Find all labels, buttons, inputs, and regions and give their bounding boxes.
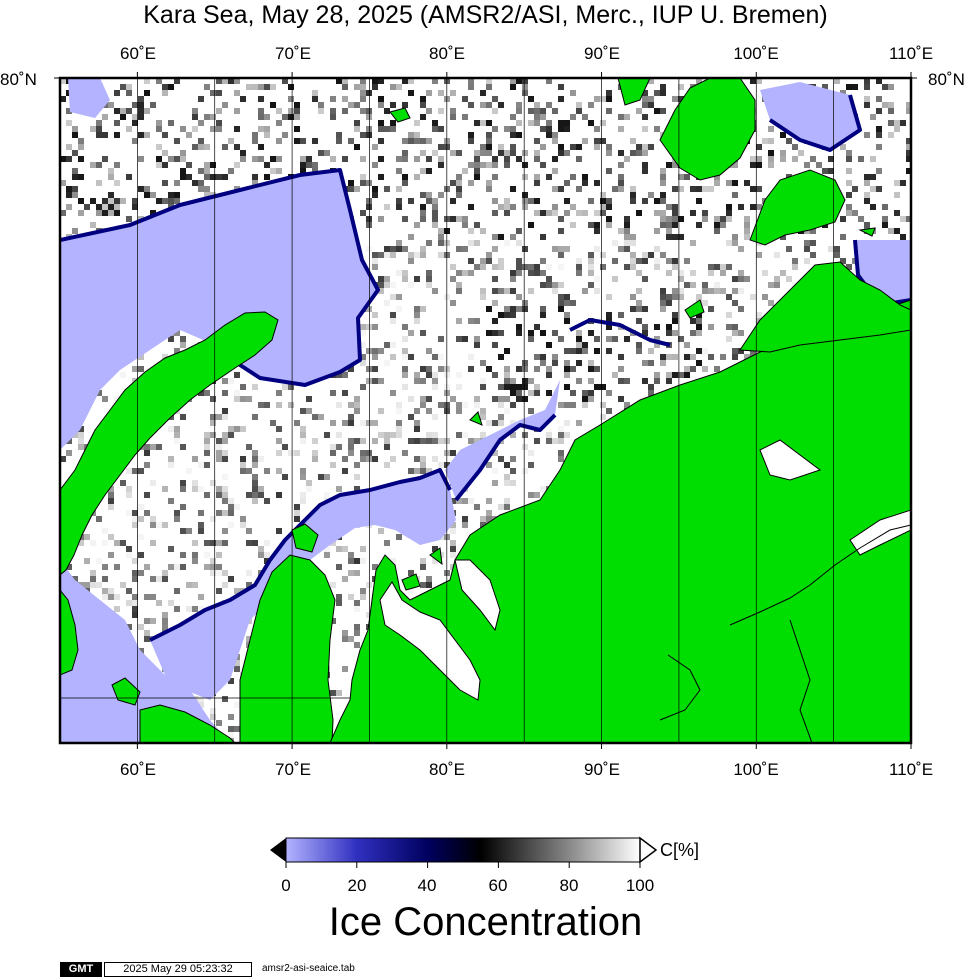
colorbar-gradient xyxy=(285,837,641,863)
top-lon-label-60: 60˚E xyxy=(120,44,156,63)
open-water-barents xyxy=(60,170,378,450)
colorbar-tick-20: 20 xyxy=(347,876,367,895)
colorbar-tick-60: 60 xyxy=(488,876,508,895)
novaya-zemlya-south xyxy=(60,589,79,676)
open-water-north-left xyxy=(68,78,110,118)
ice-edge-lines xyxy=(60,94,911,642)
small-island-e xyxy=(401,573,421,591)
bottom-lon-label-100: 100˚E xyxy=(733,760,779,779)
map-frame xyxy=(58,76,913,745)
small-island-d xyxy=(858,227,876,237)
gmt-logo: GMT xyxy=(60,962,102,977)
map-title: Kara Sea, May 28, 2025 (AMSR2/ASI, Merc.… xyxy=(143,1,828,29)
ob-gulf-coast xyxy=(454,559,501,632)
taymyr-lake xyxy=(759,439,822,481)
taymyr-north xyxy=(739,261,911,353)
bottom-lon-label-90: 90˚E xyxy=(584,760,620,779)
top-lon-label-70: 70˚E xyxy=(275,44,311,63)
frame-ticks xyxy=(54,72,917,749)
open-water-north-right xyxy=(760,82,860,150)
lat-label-right: 80˚N xyxy=(928,70,965,89)
timestamp: 2025 May 29 05:23:32 xyxy=(104,962,252,977)
mainland-ural xyxy=(139,704,236,743)
top-lon-label-100: 100˚E xyxy=(733,44,779,63)
colorbar-unit: C[%] xyxy=(660,840,700,860)
bely-island xyxy=(291,523,319,553)
yenisei-gulf xyxy=(379,581,481,701)
bottom-lon-label-80: 80˚E xyxy=(429,760,465,779)
severnaya-zemlya-north xyxy=(659,78,756,181)
small-island-b xyxy=(684,299,705,319)
small-island-c xyxy=(469,411,483,426)
colorbar-tick-40: 40 xyxy=(417,876,437,895)
severnaya-zemlya-south xyxy=(749,169,846,246)
schmidt-island xyxy=(617,78,651,106)
rivers xyxy=(659,524,911,743)
top-lon-label-80: 80˚E xyxy=(429,44,465,63)
colorbar-tick-100: 100 xyxy=(625,876,655,895)
data-file-name: amsr2-asi-seaice.tab xyxy=(262,963,355,974)
colorbar-left-triangle xyxy=(270,838,286,862)
graticule-lines xyxy=(60,78,834,743)
small-island-f xyxy=(429,547,443,566)
open-water-southwest xyxy=(60,560,230,743)
colorbar-tick-marks xyxy=(285,862,641,868)
bottom-lon-label-60: 60˚E xyxy=(120,760,156,779)
land-masses xyxy=(60,78,911,743)
colorbar-right-triangle xyxy=(639,836,658,864)
land-lakes xyxy=(379,439,911,701)
khatanga-gulf xyxy=(849,509,911,556)
bottom-lon-label-110: 110˚E xyxy=(888,760,934,779)
colorbar-tick-80: 80 xyxy=(559,876,579,895)
novaya-zemlya-north xyxy=(60,311,279,576)
small-island-a xyxy=(389,107,411,123)
colorbar-title: Ice Concentration xyxy=(328,900,643,944)
colorbar-tick-0: 0 xyxy=(281,876,291,895)
top-lon-label-110: 110˚E xyxy=(888,44,934,63)
lat-label-left: 80˚N xyxy=(0,70,37,89)
top-lon-label-90: 90˚E xyxy=(584,44,620,63)
open-water-ob-estuary xyxy=(445,380,560,500)
bottom-lon-label-70: 70˚E xyxy=(275,760,311,779)
open-water-pechora xyxy=(150,470,456,700)
